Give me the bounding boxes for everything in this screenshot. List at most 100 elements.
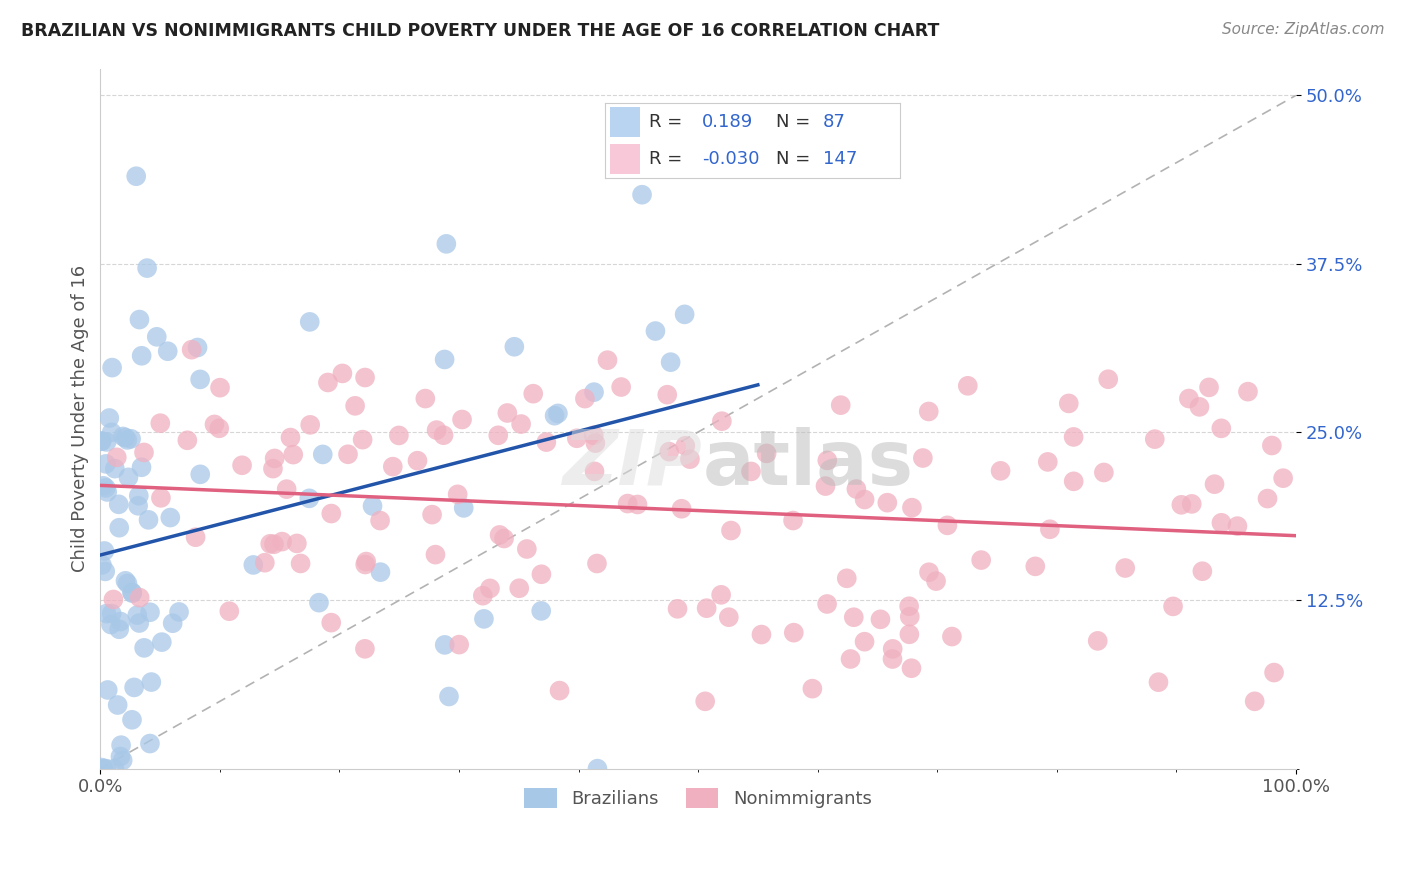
Point	[1237, 384, 1260, 399]
Point	[835, 571, 858, 585]
Point	[671, 501, 693, 516]
Point	[876, 496, 898, 510]
Point	[90, 434, 112, 449]
Point	[1161, 599, 1184, 614]
Point	[110, 749, 132, 764]
Point	[911, 450, 934, 465]
Point	[122, 681, 145, 695]
Point	[990, 464, 1012, 478]
Point	[582, 428, 605, 442]
Point	[406, 453, 429, 467]
Point	[262, 461, 284, 475]
Point	[208, 421, 231, 435]
Point	[96, 607, 118, 621]
Point	[321, 507, 343, 521]
Point	[93, 544, 115, 558]
Point	[94, 481, 117, 495]
Point	[180, 343, 202, 357]
Point	[90, 760, 112, 774]
Point	[425, 548, 447, 562]
Point	[150, 635, 173, 649]
Point	[782, 514, 804, 528]
Point	[658, 444, 681, 458]
Point	[208, 381, 231, 395]
Point	[131, 460, 153, 475]
Point	[472, 612, 495, 626]
Point	[218, 604, 240, 618]
Point	[616, 497, 638, 511]
Point	[1024, 559, 1046, 574]
Point	[159, 510, 181, 524]
Point	[898, 609, 921, 624]
FancyBboxPatch shape	[610, 107, 640, 137]
Text: ZIP: ZIP	[564, 427, 703, 500]
Point	[574, 392, 596, 406]
Text: 147: 147	[823, 150, 858, 168]
Point	[543, 409, 565, 423]
Point	[1063, 430, 1085, 444]
Point	[842, 610, 865, 624]
Point	[141, 675, 163, 690]
Point	[110, 738, 132, 752]
Point	[583, 385, 606, 400]
Point	[451, 412, 474, 426]
Point	[666, 602, 689, 616]
Point	[104, 461, 127, 475]
Point	[107, 497, 129, 511]
Point	[176, 434, 198, 448]
Point	[830, 398, 852, 412]
Point	[432, 428, 454, 442]
Point	[751, 627, 773, 641]
Point	[1198, 380, 1220, 394]
Point	[631, 187, 654, 202]
Point	[679, 452, 702, 467]
Point	[1181, 497, 1204, 511]
Point	[1036, 455, 1059, 469]
Text: N =: N =	[776, 150, 810, 168]
Point	[298, 491, 321, 506]
Point	[941, 630, 963, 644]
Point	[308, 596, 330, 610]
Point	[167, 605, 190, 619]
Point	[125, 169, 148, 184]
Point	[120, 432, 142, 446]
Point	[898, 599, 921, 614]
Point	[370, 565, 392, 579]
Point	[547, 406, 569, 420]
Legend: Brazilians, Nonimmigrants: Brazilians, Nonimmigrants	[517, 780, 879, 815]
Point	[337, 447, 360, 461]
Point	[354, 641, 377, 656]
Point	[815, 597, 838, 611]
Point	[740, 465, 762, 479]
Point	[710, 588, 733, 602]
Point	[98, 411, 121, 425]
Point	[673, 439, 696, 453]
Point	[186, 341, 208, 355]
Point	[128, 489, 150, 503]
Point	[316, 376, 339, 390]
Point	[204, 417, 226, 432]
Point	[139, 605, 162, 619]
Point	[839, 652, 862, 666]
Point	[801, 681, 824, 696]
Point	[1261, 438, 1284, 452]
Point	[755, 446, 778, 460]
Point	[900, 661, 922, 675]
Point	[494, 532, 516, 546]
Point	[530, 604, 553, 618]
Point	[1178, 392, 1201, 406]
Point	[162, 616, 184, 631]
Point	[242, 558, 264, 572]
Point	[94, 565, 117, 579]
Point	[970, 553, 993, 567]
Point	[696, 601, 718, 615]
Text: Source: ZipAtlas.com: Source: ZipAtlas.com	[1222, 22, 1385, 37]
Point	[783, 625, 806, 640]
Point	[1211, 516, 1233, 530]
Point	[299, 417, 322, 432]
Point	[626, 498, 648, 512]
Point	[271, 534, 294, 549]
Point	[188, 372, 211, 386]
Point	[121, 713, 143, 727]
Point	[139, 737, 162, 751]
